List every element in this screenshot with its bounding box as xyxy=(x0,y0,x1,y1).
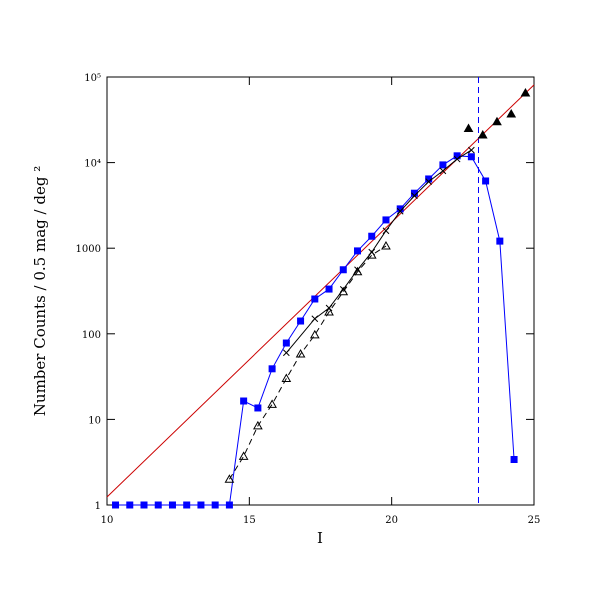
marker xyxy=(224,474,235,483)
y-tick-label: 1 xyxy=(95,501,101,512)
marker xyxy=(368,232,376,240)
series-line xyxy=(285,149,472,354)
marker xyxy=(439,167,447,175)
marker xyxy=(324,306,334,316)
marker xyxy=(311,315,319,323)
x-tick-label: 25 xyxy=(528,515,541,526)
marker xyxy=(425,178,433,185)
plot-frame xyxy=(106,76,535,506)
marker xyxy=(411,192,418,200)
marker xyxy=(225,501,233,509)
marker xyxy=(506,108,517,118)
marker xyxy=(482,177,490,185)
marker xyxy=(368,248,376,256)
y-tick-label: 10⁵ xyxy=(84,73,101,84)
marker xyxy=(325,304,333,312)
marker xyxy=(281,373,292,383)
x-axis-title: I xyxy=(317,529,323,547)
marker xyxy=(253,420,263,430)
marker xyxy=(112,501,120,509)
x-tick-label: 10 xyxy=(101,515,114,526)
marker xyxy=(254,404,262,412)
marker xyxy=(240,397,248,405)
y-tick-label: 10⁴ xyxy=(84,159,101,170)
marker xyxy=(510,456,518,464)
marker xyxy=(297,317,305,325)
marker xyxy=(453,152,461,160)
marker xyxy=(453,155,461,163)
marker xyxy=(140,501,148,509)
marker xyxy=(268,365,276,373)
marker xyxy=(282,349,290,357)
marker xyxy=(183,501,191,509)
marker xyxy=(197,501,205,509)
marker xyxy=(211,501,219,509)
marker xyxy=(282,339,290,347)
marker xyxy=(396,205,404,213)
x-tick-label: 20 xyxy=(385,515,398,526)
marker xyxy=(496,237,504,245)
marker xyxy=(354,266,361,274)
marker xyxy=(381,241,391,250)
marker xyxy=(238,451,249,460)
marker xyxy=(382,216,390,224)
y-axis-title: Number Counts / 0.5 mag / deg ² xyxy=(31,166,49,416)
marker xyxy=(311,295,319,303)
marker xyxy=(463,123,474,133)
marker xyxy=(295,349,306,358)
marker xyxy=(520,88,531,97)
marker xyxy=(382,227,390,235)
marker xyxy=(154,501,162,509)
marker xyxy=(325,285,333,293)
marker xyxy=(477,130,488,139)
marker xyxy=(467,153,475,161)
marker xyxy=(168,501,176,509)
series-line xyxy=(228,245,387,480)
marker xyxy=(492,116,502,126)
marker xyxy=(339,286,347,293)
marker xyxy=(410,189,418,197)
y-tick-label: 1000 xyxy=(76,244,101,255)
marker xyxy=(339,266,347,274)
marker xyxy=(354,247,362,255)
marker xyxy=(468,146,475,154)
marker xyxy=(396,207,404,215)
marker xyxy=(425,175,433,183)
marker xyxy=(267,399,277,408)
marker xyxy=(309,329,320,339)
marker xyxy=(439,161,447,169)
y-tick-label: 10 xyxy=(88,415,101,426)
x-tick-label: 15 xyxy=(243,515,256,526)
series-line xyxy=(106,84,535,498)
y-tick-label: 100 xyxy=(82,330,101,341)
marker xyxy=(126,501,134,509)
